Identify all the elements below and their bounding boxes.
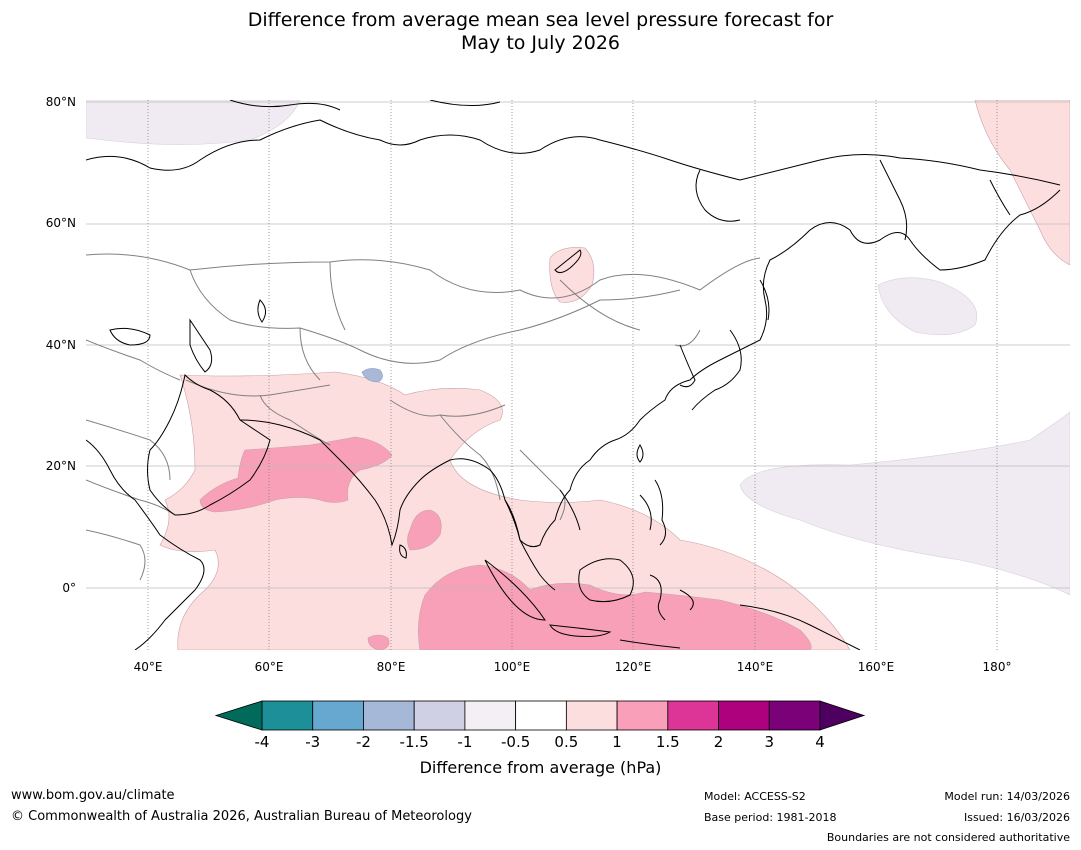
anomaly-pale-pink-mongolia [549, 247, 595, 303]
anomaly-shading [86, 100, 1070, 650]
colorbar-bin [718, 700, 770, 731]
colorbar-tick-label: 2 [713, 733, 724, 751]
chart-title: Difference from average mean sea level p… [0, 9, 1081, 55]
graticule [86, 101, 1070, 589]
colorbar-bin [515, 700, 567, 731]
footer-issued: Issued: 16/03/2026 [963, 811, 1070, 824]
lon-label-40e: 40°E [133, 660, 163, 674]
lon-label-160e: 160°E [857, 660, 895, 674]
colorbar-tick-label: 1.5 [655, 733, 680, 751]
title-line-1: Difference from average mean sea level p… [247, 9, 834, 31]
colorbar-tick-label: 0.5 [554, 733, 579, 751]
country-borders [86, 253, 761, 581]
lat-label-80n: 80°N [45, 95, 76, 109]
colorbar-tick-label: -2 [355, 733, 371, 751]
colorbar-bin [768, 700, 821, 731]
anomaly-pink-small [367, 634, 390, 650]
forecast-map [86, 100, 1070, 650]
anomaly-pink-bay-of-bengal [407, 509, 442, 551]
anomaly-pale-purple-pacific-north [877, 277, 978, 336]
anomaly-pink-arabian-sea [199, 436, 393, 513]
footer-website[interactable]: www.bom.gov.au/climate [11, 788, 175, 803]
colorbar-under-arrow [214, 700, 263, 731]
title-line-2: May to July 2026 [461, 32, 620, 54]
footer-model-run: Model run: 14/03/2026 [944, 790, 1070, 803]
colorbar-tick-label: 4 [815, 733, 825, 751]
lon-label-80e: 80°E [376, 660, 406, 674]
colorbar-tick-label: 1 [612, 733, 622, 751]
colorbar-tick-label: -1.5 [399, 733, 429, 751]
colorbar-bin [565, 700, 618, 731]
colorbar-bin [312, 700, 364, 731]
colorbar-bin [616, 700, 669, 731]
colorbar-bins [261, 700, 821, 731]
colorbar-tick-label: -4 [254, 733, 270, 751]
lat-label-40n: 40°N [45, 338, 76, 352]
colorbar-tick-label: -1 [457, 733, 473, 751]
colorbar-bin [464, 700, 517, 731]
lon-label-100e: 100°E [493, 660, 531, 674]
colorbar-tick-label: 3 [764, 733, 775, 751]
lon-label-60e: 60°E [254, 660, 284, 674]
colorbar-tick-label: -3 [305, 733, 321, 751]
lat-label-60n: 60°N [45, 216, 76, 230]
lon-label-120e: 120°E [614, 660, 652, 674]
colorbar-bin [261, 700, 314, 731]
anomaly-pale-pink-bering [974, 100, 1070, 266]
colorbar-label: Difference from average (hPa) [419, 758, 662, 777]
coastlines [86, 100, 1061, 650]
colorbar-bin [363, 700, 415, 731]
footer-model: Model: ACCESS-S2 [704, 790, 806, 803]
footer-base-period: Base period: 1981-2018 [704, 811, 837, 824]
footer-disclaimer: Boundaries are not considered authoritat… [826, 831, 1070, 844]
colorbar-tick-label: -0.5 [500, 733, 531, 751]
anomaly-pale-blue-tibet [361, 368, 383, 383]
colorbar-over-arrow [819, 700, 866, 731]
colorbar-bin [667, 700, 719, 731]
anomaly-pale-purple-pacific-central [739, 411, 1070, 596]
footer-copyright: © Commonwealth of Australia 2026, Austra… [11, 809, 472, 824]
lat-label-0: 0° [62, 581, 76, 595]
anomaly-pale-purple-arctic [86, 100, 301, 145]
lat-label-20n: 20°N [45, 459, 76, 473]
colorbar-bin [413, 700, 466, 731]
lon-label-180: 180° [982, 660, 1012, 674]
lon-label-140e: 140°E [736, 660, 774, 674]
